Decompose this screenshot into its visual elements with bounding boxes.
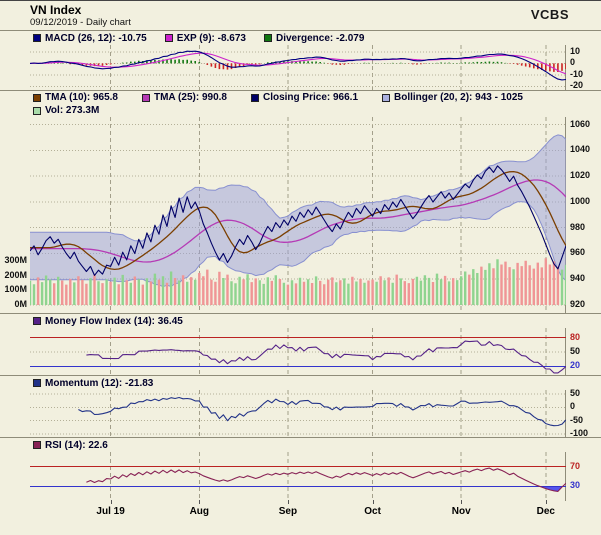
mom-axis-tick-label: 0 (570, 401, 576, 412)
close-series-swatch (250, 93, 259, 102)
x-axis-tick-mark (110, 500, 112, 504)
rsi-panel: RSI (14): 22.6 (0, 437, 601, 501)
price-legend-row1: TMA (10): 965.8 TMA (25): 990.8 Closing … (0, 91, 601, 104)
main-axis-tick-label: 940 (570, 273, 586, 284)
x-axis-tick-mark (372, 500, 374, 504)
macd-plot (30, 45, 566, 91)
legend-label: Money Flow Index (14): 36.45 (45, 315, 183, 327)
legend-item-volume: Vol: 273.3M (33, 105, 99, 116)
x-axis-month-label: Jul 19 (96, 506, 125, 517)
momentum-plot (30, 390, 566, 438)
legend-label: RSI (14): 22.6 (45, 439, 108, 451)
legend-item-momentum: Momentum (12): -21.83 (33, 378, 153, 389)
legend-item-bollinger: Bollinger (20, 2): 943 - 1025 (382, 92, 523, 103)
x-axis-month-label: Sep (278, 506, 298, 517)
main-axis-tick-label: 960 (570, 247, 586, 258)
legend-item-tma25: TMA (25): 990.8 (141, 92, 227, 103)
volume-axis-tick-label: 100M (4, 284, 27, 295)
macd-axis-tick-label: 10 (570, 45, 581, 56)
macd-panel: MACD (26, 12): -10.75 EXP (9): -8.673 Di… (0, 30, 601, 91)
x-axis-month-label: Aug (189, 506, 210, 517)
mom-axis-tick-label: -100 (570, 428, 589, 438)
legend-item-rsi: RSI (14): 22.6 (33, 440, 108, 451)
mfi-axis-tick-label: 20 (570, 360, 581, 371)
brand-logo: VCBS (530, 7, 569, 22)
legend-label: TMA (10): 965.8 (45, 92, 118, 103)
main-axis-tick-label: 1020 (570, 170, 591, 181)
macd-axis-tick-label: 0 (570, 57, 576, 68)
legend-item-closing-price: Closing Price: 966.1 (250, 92, 359, 103)
volume-axis-tick-label: 0M (14, 298, 27, 309)
legend-label: Vol: 273.3M (45, 105, 100, 116)
momentum-legend: Momentum (12): -21.83 (0, 376, 601, 390)
price-panel: TMA (10): 965.8 TMA (25): 990.8 Closing … (0, 90, 601, 314)
macd-axis-tick-label: -20 (570, 80, 584, 91)
x-axis-month-label: Nov (451, 506, 471, 517)
mfi-legend: Money Flow Index (14): 36.45 (0, 314, 601, 328)
main-axis-tick-label: 980 (570, 221, 586, 232)
volume-axis-tick-label: 200M (4, 269, 27, 280)
tma10-series-swatch (33, 93, 41, 102)
legend-item-macd: MACD (26, 12): -10.75 (33, 33, 147, 44)
divergence-series-swatch (264, 34, 272, 42)
exp-series-swatch (164, 34, 173, 42)
rsi-series-swatch (33, 441, 41, 449)
legend-item-divergence: Divergence: -2.079 (264, 33, 364, 44)
main-axis-tick-label: 1060 (570, 118, 591, 129)
x-axis-month-label: Oct (364, 506, 381, 517)
legend-label: Bollinger (20, 2): 943 - 1025 (394, 92, 523, 103)
legend-label: Divergence: -2.079 (276, 32, 365, 44)
chart-subtitle: 09/12/2019 - Daily chart (30, 17, 131, 28)
main-axis-tick-label: 920 (570, 298, 586, 309)
rsi-legend: RSI (14): 22.6 (0, 438, 601, 452)
macd-axis-tick-label: -10 (570, 68, 584, 79)
chart-header: VN Index 09/12/2019 - Daily chart VCBS (0, 1, 601, 30)
volume-axis-tick-label: 300M (4, 254, 27, 265)
price-plot (30, 117, 566, 314)
momentum-panel: Momentum (12): -21.83 (0, 375, 601, 438)
bollinger-series-swatch (382, 93, 391, 102)
mfi-panel: Money Flow Index (14): 36.45 (0, 313, 601, 376)
momentum-series-swatch (33, 379, 41, 387)
macd-series-swatch (33, 34, 41, 42)
x-axis-tick-mark (545, 500, 547, 504)
x-axis-month-label: Dec (536, 506, 555, 517)
mom-axis-tick-label: -50 (570, 414, 584, 425)
legend-item-exp: EXP (9): -8.673 (164, 32, 246, 44)
main-axis-tick-label: 1000 (570, 195, 591, 206)
mfi-axis-tick-label: 50 (570, 346, 581, 356)
mfi-series-swatch (33, 317, 41, 325)
x-axis-tick-mark (461, 500, 463, 504)
mfi-axis-tick-label: 80 (570, 331, 581, 342)
legend-item-tma10: TMA (10): 965.8 (33, 92, 118, 103)
volume-series-swatch (33, 106, 41, 115)
legend-label: EXP (9): -8.673 (176, 32, 246, 44)
mfi-plot (30, 328, 566, 376)
legend-label: Closing Price: 966.1 (262, 92, 359, 103)
rsi-plot (30, 452, 566, 501)
legend-item-mfi: Money Flow Index (14): 36.45 (33, 316, 183, 327)
page-title: VN Index (30, 3, 82, 17)
legend-label: TMA (25): 990.8 (153, 92, 227, 103)
price-legend-row2: Vol: 273.3M (0, 104, 601, 117)
main-axis-tick-label: 1040 (570, 144, 591, 155)
mom-axis-tick-label: 50 (570, 388, 581, 398)
rsi-axis-tick-label: 30 (570, 480, 581, 491)
macd-legend: MACD (26, 12): -10.75 EXP (9): -8.673 Di… (0, 31, 601, 45)
rsi-axis-tick-label: 70 (570, 460, 581, 471)
x-axis-tick-mark (287, 500, 289, 504)
legend-label: Momentum (12): -21.83 (45, 377, 154, 389)
x-axis: Jul 19 Aug Sep Oct Nov Dec (0, 500, 601, 526)
x-axis-tick-mark (199, 500, 201, 504)
tma25-series-swatch (141, 93, 150, 102)
legend-label: MACD (26, 12): -10.75 (45, 32, 147, 44)
